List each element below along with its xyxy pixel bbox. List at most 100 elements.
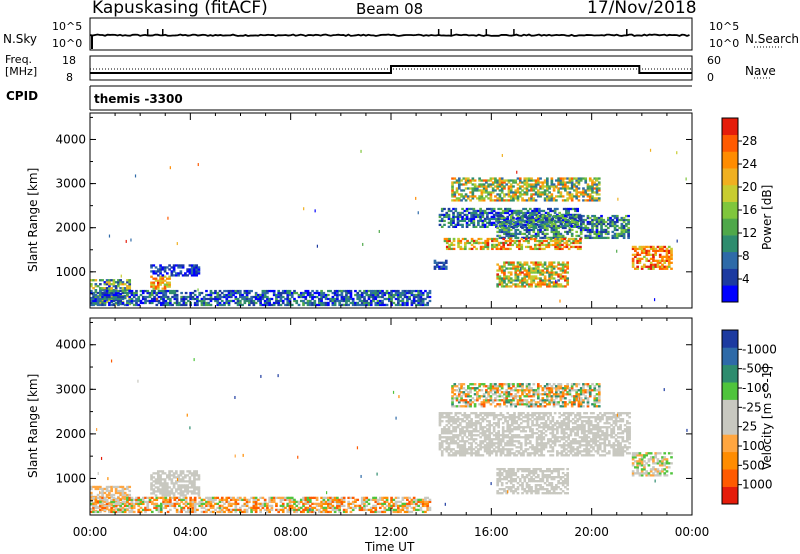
data-cell [248, 498, 251, 502]
data-cell [96, 485, 100, 489]
data-cell [397, 289, 400, 293]
data-cell [121, 487, 125, 491]
data-cell [248, 500, 251, 504]
data-cell [166, 285, 169, 288]
data-cell [462, 393, 466, 396]
data-cell [438, 420, 442, 423]
data-cell [479, 245, 483, 249]
data-cell [451, 177, 454, 180]
data-cell [477, 209, 480, 213]
data-cell [392, 510, 396, 514]
data-cell [512, 267, 515, 270]
data-cell [534, 218, 538, 222]
data-cell [121, 510, 125, 514]
data-cell [491, 399, 495, 402]
data-cell [308, 295, 312, 299]
data-cell [340, 299, 344, 303]
data-cell [245, 299, 249, 303]
data-cell [472, 225, 476, 229]
data-cell [236, 498, 240, 502]
data-cell [383, 500, 387, 504]
data-cell [369, 301, 373, 305]
data-cell [505, 232, 509, 236]
data-cell [92, 293, 95, 297]
data-cell [372, 496, 375, 500]
data-cell [248, 303, 251, 307]
data-cell [509, 197, 513, 200]
data-cell [498, 220, 502, 224]
data-cell [579, 399, 583, 402]
data-cell [214, 289, 217, 293]
data-cell [566, 197, 569, 200]
data-cell [200, 506, 204, 510]
data-cell [456, 215, 460, 219]
data-cell [548, 279, 551, 282]
data-cell [360, 498, 364, 502]
data-cell [281, 502, 285, 506]
data-cell [536, 389, 540, 392]
data-cell [461, 217, 464, 221]
data-cell [532, 224, 536, 228]
data-cell [320, 303, 323, 307]
data-cell [225, 293, 229, 297]
data-cell [586, 391, 590, 394]
data-cell [554, 237, 557, 241]
data-cell [460, 391, 463, 394]
data-cell [114, 491, 118, 495]
data-cell [667, 265, 671, 268]
data-cell [108, 501, 111, 505]
data-cell [161, 472, 165, 475]
data-cell [543, 191, 547, 194]
data-cell [324, 508, 328, 512]
data-cell [503, 261, 506, 264]
data-cell [408, 502, 411, 506]
data-cell [268, 289, 271, 293]
data-cell [428, 295, 432, 299]
data-cell [534, 277, 538, 280]
data-cell [449, 454, 453, 457]
data-cell [448, 247, 451, 251]
data-cell [539, 277, 542, 280]
data-cell [530, 228, 533, 232]
data-cell [500, 267, 504, 270]
data-cell [488, 217, 491, 221]
data-cell [99, 293, 102, 297]
data-cell [238, 295, 242, 299]
data-cell [527, 393, 531, 396]
data-cell-sparse [130, 238, 132, 242]
data-cell [216, 502, 220, 506]
data-cell [452, 237, 456, 241]
data-cell [322, 506, 326, 510]
data-cell [153, 299, 156, 303]
data-cell [126, 496, 129, 500]
data-cell [193, 482, 196, 485]
data-cell [383, 297, 387, 301]
data-cell [190, 490, 194, 493]
data-cell [445, 446, 449, 449]
data-cell [523, 191, 527, 194]
data-cell [550, 385, 554, 388]
data-cell [548, 285, 551, 288]
data-cell [356, 293, 360, 297]
data-cell [92, 496, 95, 500]
data-cell [351, 496, 355, 500]
data-cell [525, 220, 529, 224]
data-cell [177, 274, 180, 277]
data-cell [157, 289, 161, 293]
data-cell [399, 291, 402, 295]
data-cell [156, 470, 160, 473]
data-cell [399, 508, 402, 512]
data-cell [329, 502, 332, 506]
data-cell [539, 263, 542, 266]
data-cell [546, 189, 549, 192]
data-cell [534, 185, 538, 188]
data-cell [245, 502, 249, 506]
data-cell [232, 289, 235, 293]
data-cell [190, 266, 194, 269]
data-cell [181, 274, 185, 277]
data-cell [290, 496, 294, 500]
data-cell [658, 253, 662, 257]
data-cell [507, 277, 511, 280]
data-cell [182, 502, 186, 506]
data-cell [516, 401, 520, 404]
